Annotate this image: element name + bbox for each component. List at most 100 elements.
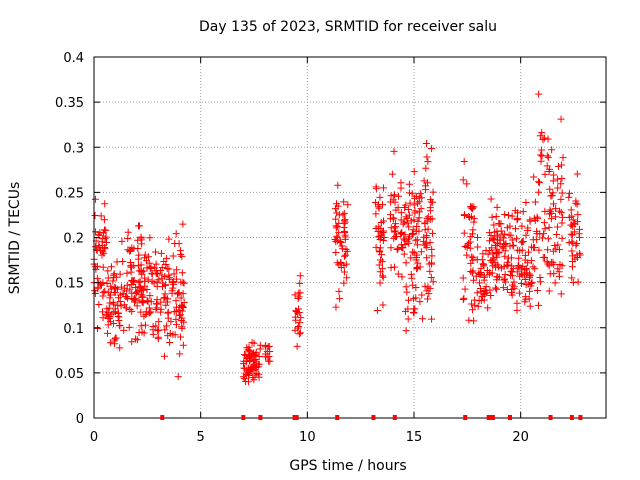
data-point: [337, 238, 345, 246]
data-point: [554, 265, 562, 273]
axis-ticks: 0 0.05 0.1 0.15 0.2 0.25 0.3 0.35 0.4 0 5 10 15 20: [55, 51, 606, 445]
data-point: [508, 281, 516, 289]
data-point: [420, 177, 428, 185]
data-point: [293, 342, 301, 350]
data-point: [544, 135, 552, 143]
data-point: [111, 305, 119, 313]
data-point: [522, 266, 530, 274]
data-point: [412, 284, 420, 292]
data-point: [426, 239, 434, 247]
data-point: [143, 297, 151, 305]
data-point: [418, 291, 426, 299]
y-tick-label: 0.15: [55, 277, 84, 292]
data-point: [569, 216, 577, 224]
data-point: [474, 243, 482, 251]
data-point: [155, 326, 163, 334]
data-point: [489, 235, 497, 243]
zero-markers: [160, 415, 583, 420]
data-point: [428, 260, 436, 268]
data-point: [291, 291, 299, 299]
data-point: [492, 213, 500, 221]
data-point: [147, 263, 155, 271]
data-point: [143, 264, 151, 272]
data-point: [552, 205, 560, 213]
data-point: [405, 189, 413, 197]
data-point: [510, 283, 518, 291]
data-point: [178, 302, 186, 310]
data-point: [171, 331, 179, 339]
data-point: [428, 252, 436, 260]
data-point: [534, 214, 542, 222]
data-point: [372, 183, 380, 191]
data-point: [152, 300, 160, 308]
data-point: [572, 241, 580, 249]
data-point: [91, 195, 99, 203]
zero-value-marker: [488, 415, 493, 420]
data-point: [92, 228, 100, 236]
data-point: [512, 225, 520, 233]
data-point: [137, 291, 145, 299]
data-point: [405, 239, 413, 247]
data-point: [180, 279, 188, 287]
data-point: [147, 308, 155, 316]
data-point: [548, 146, 556, 154]
data-point: [403, 238, 411, 246]
data-point: [535, 188, 543, 196]
data-point: [403, 288, 411, 296]
data-point: [99, 314, 107, 322]
data-point: [468, 269, 476, 277]
data-point: [376, 279, 384, 287]
data-point: [394, 192, 402, 200]
data-point: [137, 234, 145, 242]
y-tick-label: 0.25: [55, 186, 84, 201]
data-point: [374, 203, 382, 211]
data-point: [374, 223, 382, 231]
data-points: [90, 90, 584, 386]
data-point: [144, 276, 152, 284]
data-point: [514, 246, 522, 254]
data-point: [266, 347, 274, 355]
data-point: [513, 299, 521, 307]
data-point: [501, 211, 509, 219]
x-tick-label: 5: [197, 430, 205, 445]
data-point: [489, 256, 497, 264]
data-point: [116, 344, 124, 352]
data-point: [125, 323, 133, 331]
data-point: [513, 306, 521, 314]
data-point: [106, 299, 114, 307]
data-point: [340, 252, 348, 260]
data-point: [490, 235, 498, 243]
data-point: [503, 224, 511, 232]
data-point: [144, 253, 152, 261]
data-point: [545, 287, 553, 295]
data-point: [541, 225, 549, 233]
data-point: [146, 308, 154, 316]
data-point: [163, 295, 171, 303]
data-point: [488, 269, 496, 277]
data-point: [101, 200, 109, 208]
data-point: [484, 250, 492, 258]
data-point: [475, 279, 483, 287]
data-point: [575, 233, 583, 241]
data-point: [573, 240, 581, 248]
data-point: [340, 279, 348, 287]
data-point: [509, 242, 517, 250]
data-point: [521, 251, 529, 259]
y-tick-label: 0.1: [63, 322, 84, 337]
data-point: [568, 274, 576, 282]
data-point: [394, 245, 402, 253]
data-point: [460, 211, 468, 219]
data-point: [387, 224, 395, 232]
data-point: [517, 265, 525, 273]
data-point: [428, 144, 436, 152]
data-point: [398, 229, 406, 237]
data-point: [133, 288, 141, 296]
data-point: [380, 233, 388, 241]
zero-value-marker: [371, 415, 376, 420]
data-point: [176, 350, 184, 358]
data-point: [429, 188, 437, 196]
data-point: [544, 246, 552, 254]
data-point: [123, 281, 131, 289]
data-point: [425, 290, 433, 298]
data-point: [397, 241, 405, 249]
